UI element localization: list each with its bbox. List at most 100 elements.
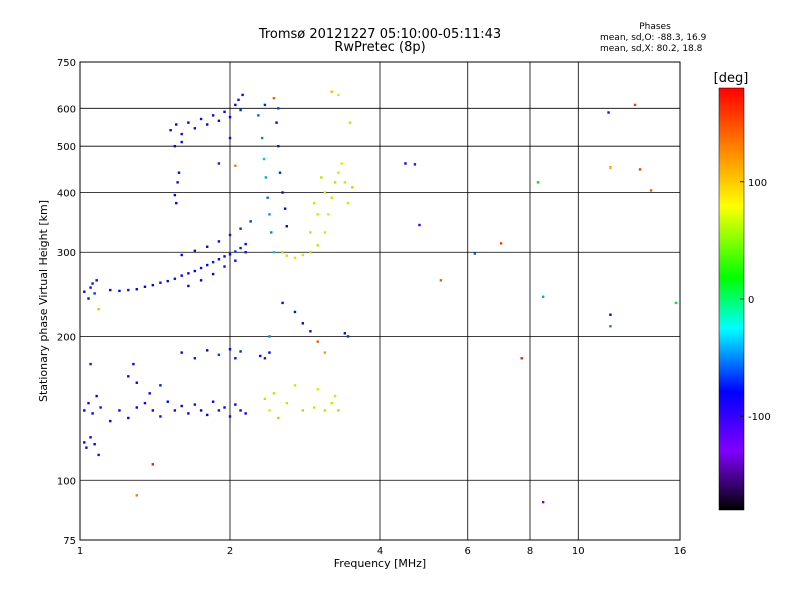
- data-point: [175, 123, 178, 126]
- data-point: [257, 114, 260, 117]
- data-point: [278, 171, 282, 174]
- y-axis-ticks: 75 100 200 300 400 500 600 750: [57, 58, 76, 547]
- data-point: [223, 265, 226, 268]
- data-point: [118, 289, 121, 293]
- data-point: [638, 168, 642, 171]
- plot-frame: [79, 61, 681, 541]
- data-point: [228, 348, 232, 351]
- data-point: [277, 416, 280, 420]
- data-point: [87, 297, 90, 300]
- phase-o-stats: mean, sd,O: -88.3, 16.9: [600, 33, 707, 43]
- data-point: [473, 252, 477, 255]
- data-point: [541, 500, 545, 504]
- phases-heading: Phases: [639, 22, 671, 32]
- data-point: [180, 253, 183, 257]
- data-point: [91, 412, 94, 415]
- data-point: [175, 201, 178, 205]
- data-point: [187, 121, 190, 124]
- data-point: [346, 201, 350, 205]
- data-point: [237, 98, 240, 102]
- data-point: [301, 322, 305, 325]
- data-point: [285, 401, 288, 405]
- data-point: [337, 409, 340, 412]
- colorbar-tick-label: 100: [748, 178, 767, 189]
- data-point: [348, 121, 352, 124]
- data-point: [633, 103, 637, 107]
- data-point: [199, 117, 203, 121]
- data-point: [268, 409, 271, 412]
- data-point: [259, 354, 262, 358]
- data-point: [193, 403, 197, 406]
- data-point: [223, 255, 226, 258]
- data-point: [309, 231, 312, 234]
- data-point: [293, 310, 297, 314]
- data-point: [180, 404, 183, 408]
- data-point: [351, 186, 354, 189]
- data-point: [343, 181, 347, 184]
- data-point: [272, 251, 276, 254]
- data-point: [649, 189, 653, 192]
- data-point: [263, 397, 267, 401]
- phases-summary: Phases mean, sd,O: -88.3, 16.9 mean, sd,…: [600, 22, 710, 55]
- data-point: [272, 392, 276, 395]
- data-point: [541, 295, 545, 299]
- data-point: [413, 163, 417, 166]
- data-point: [607, 111, 610, 114]
- data-point: [609, 313, 612, 316]
- data-point: [239, 350, 242, 353]
- data-point: [228, 415, 232, 418]
- phase-x-stats: mean, sd,X: 80.2, 18.8: [600, 44, 703, 54]
- data-point: [173, 193, 177, 197]
- data-point: [83, 441, 86, 444]
- data-point: [260, 136, 264, 140]
- x-tick-label: 1: [77, 546, 83, 557]
- data-point: [277, 144, 280, 148]
- data-point: [244, 412, 247, 415]
- data-point: [95, 279, 98, 282]
- x-axis-label: Frequency [MHz]: [334, 557, 426, 570]
- data-point: [159, 384, 162, 387]
- data-point: [263, 103, 267, 107]
- data-point: [151, 463, 155, 466]
- data-point: [330, 196, 333, 199]
- data-point: [262, 157, 266, 161]
- y-tick-label: 75: [63, 536, 76, 547]
- data-point: [337, 93, 340, 97]
- data-point: [312, 406, 316, 409]
- data-point: [323, 231, 327, 234]
- data-point: [234, 259, 237, 262]
- data-point: [234, 357, 237, 360]
- data-point: [91, 282, 94, 285]
- data-point: [312, 201, 316, 205]
- data-point: [275, 121, 278, 124]
- data-point: [309, 330, 312, 333]
- data-point: [93, 292, 96, 295]
- data-point: [89, 436, 92, 439]
- data-point: [266, 196, 269, 199]
- data-point: [151, 409, 155, 412]
- data-point: [264, 176, 268, 179]
- data-point: [418, 223, 421, 227]
- data-point: [340, 162, 343, 165]
- data-point: [330, 90, 333, 93]
- data-point: [674, 301, 678, 305]
- data-point: [173, 144, 177, 148]
- data-point: [217, 258, 221, 261]
- chart-subtitle: RwPretec (8p): [334, 40, 426, 55]
- data-point: [285, 225, 288, 228]
- data-point: [281, 251, 284, 254]
- data-point: [281, 301, 284, 305]
- data-point: [180, 274, 183, 277]
- data-point: [89, 362, 92, 366]
- data-point: [285, 254, 288, 257]
- data-point: [609, 166, 612, 170]
- data-point: [281, 191, 284, 194]
- data-point: [316, 388, 319, 391]
- data-point: [143, 285, 147, 288]
- x-tick-label: 10: [572, 546, 585, 557]
- chart-title: Tromsø 20121227 05:10:00-05:11:43: [258, 27, 502, 42]
- data-point: [323, 351, 327, 354]
- data-point: [439, 279, 443, 282]
- y-tick-label: 300: [57, 248, 76, 259]
- data-point: [346, 335, 350, 338]
